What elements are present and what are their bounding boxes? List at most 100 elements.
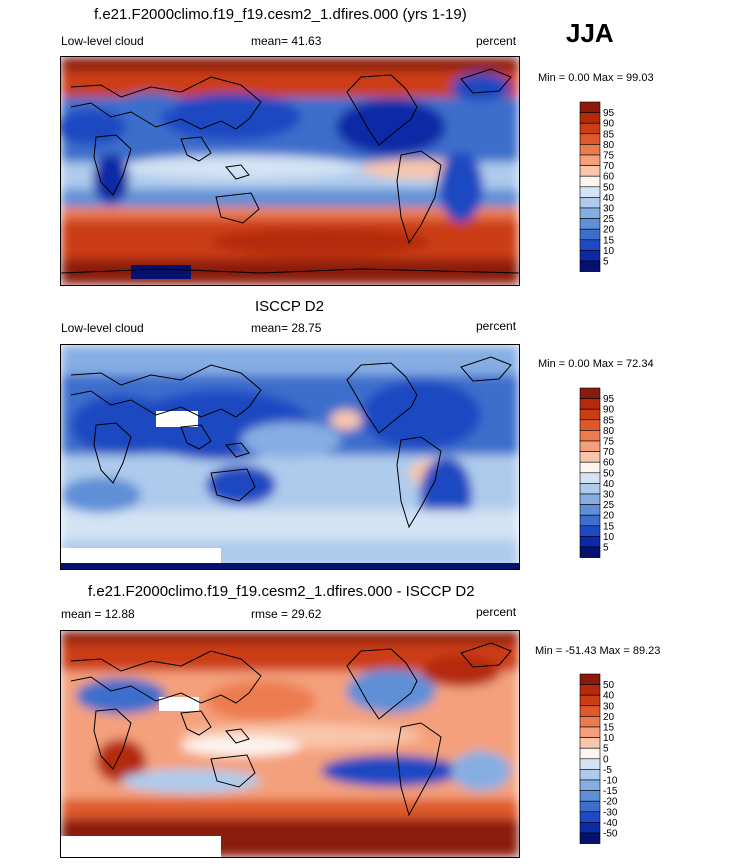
- colorbar-swatch: [579, 514, 601, 527]
- colorbar-swatch: [579, 705, 601, 717]
- panel2-mean-label: mean= 28.75: [251, 321, 322, 335]
- colorbar-tick-label: 40: [603, 193, 615, 204]
- panel2-missing-patch-asia: [156, 411, 198, 427]
- panel3-rmse-label: rmse = 29.62: [251, 607, 322, 621]
- panel3-missing-patch-antarctica: [61, 836, 221, 857]
- panel1-map: [60, 56, 520, 286]
- colorbar-swatch: [579, 684, 601, 696]
- panel1-variable-label: Low-level cloud: [61, 34, 144, 48]
- panel2-map: [60, 344, 520, 570]
- colorbar-swatch: [579, 387, 601, 399]
- colorbar-swatch: [579, 101, 601, 113]
- colorbar-swatch: [579, 260, 601, 272]
- colorbar-swatch: [579, 483, 601, 495]
- panel3-cloud-field: [61, 631, 519, 857]
- panel3-minmax-label: Min = -51.43 Max = 89.23: [535, 645, 661, 657]
- colorbar-tick-label: 40: [603, 691, 615, 702]
- panel1-cloud-field: [61, 57, 519, 285]
- colorbar-swatch: [579, 493, 601, 505]
- colorbar-swatch: [579, 186, 601, 198]
- colorbar-swatch: [579, 451, 601, 463]
- colorbar-swatch: [579, 112, 601, 124]
- colorbar-tick-label: 95: [603, 394, 615, 405]
- colorbar-tick-label: 80: [603, 140, 615, 151]
- colorbar-tick-label: 70: [603, 447, 615, 458]
- colorbar-tick-label: 75: [603, 437, 615, 448]
- colorbar-tick-label: -5: [603, 765, 612, 776]
- colorbar-swatch: [579, 419, 601, 431]
- panel2-units-label: percent: [476, 319, 517, 333]
- colorbar-tick-label: 50: [603, 182, 615, 193]
- colorbar-swatch: [579, 546, 601, 558]
- colorbar-tick-label: 90: [603, 405, 615, 416]
- colorbar-swatch: [579, 737, 601, 749]
- colorbar-swatch: [579, 430, 601, 442]
- colorbar-tick-label: 10: [603, 246, 615, 257]
- panel1-mean-label: mean= 41.63: [251, 34, 322, 48]
- colorbar-swatch: [579, 800, 601, 813]
- colorbar-swatch: [579, 154, 601, 166]
- colorbar-swatch: [579, 207, 601, 219]
- panel1-minmax-label: Min = 0.00 Max = 99.03: [538, 72, 654, 84]
- colorbar-tick-label: 20: [603, 225, 615, 236]
- panel1-units-label: percent: [476, 34, 517, 48]
- colorbar-swatch: [579, 197, 601, 209]
- panel2-colorbar: 95 90 85 80 75 70 60 50 40 30 25 20 15 10 5: [579, 387, 640, 568]
- colorbar-tick-label: 85: [603, 129, 615, 140]
- colorbar-swatch: [579, 747, 601, 760]
- colorbar-tick-label: -15: [603, 786, 618, 797]
- colorbar-swatch: [579, 408, 601, 421]
- colorbar-tick-label: 30: [603, 701, 615, 712]
- panel3-units-label: percent: [476, 605, 517, 619]
- colorbar-tick-label: 80: [603, 426, 615, 437]
- colorbar-tick-label: 15: [603, 235, 615, 246]
- colorbar-tick-label: 10: [603, 532, 615, 543]
- colorbar-swatch: [579, 218, 601, 230]
- colorbar-swatch: [579, 472, 601, 484]
- colorbar-tick-label: 15: [603, 723, 615, 734]
- panel1-title: f.e21.F2000climo.f19_f19.cesm2_1.dfires.…: [94, 6, 467, 23]
- colorbar-swatch: [579, 461, 601, 474]
- colorbar-swatch: [579, 228, 601, 241]
- panel3-colorbar: 50 40 30 20 15 10 5 0 -5 -10 -15 -20 -30 -40 -50: [579, 673, 640, 854]
- colorbar-swatch: [579, 525, 601, 537]
- colorbar-swatch: [579, 504, 601, 516]
- colorbar-tick-label: 25: [603, 214, 615, 225]
- colorbar-tick-label: 10: [603, 733, 615, 744]
- colorbar-tick-label: 25: [603, 500, 615, 511]
- colorbar-tick-label: 5: [603, 543, 609, 554]
- colorbar-tick-label: 60: [603, 172, 615, 183]
- panel1-antarctic-patch: [131, 265, 191, 279]
- colorbar-swatch: [579, 779, 601, 791]
- colorbar-tick-label: 40: [603, 479, 615, 490]
- colorbar-swatch: [579, 811, 601, 823]
- colorbar-tick-label: 50: [603, 468, 615, 479]
- colorbar-tick-label: 95: [603, 108, 615, 119]
- colorbar-swatch: [579, 694, 601, 707]
- panel3-title: f.e21.F2000climo.f19_f19.cesm2_1.dfires.…: [88, 583, 475, 600]
- colorbar-swatch: [579, 716, 601, 728]
- panel3-mean-label: mean = 12.88: [61, 607, 135, 621]
- colorbar-swatch: [579, 239, 601, 251]
- colorbar-tick-label: 30: [603, 490, 615, 501]
- colorbar-swatch: [579, 769, 601, 781]
- colorbar-tick-label: 5: [603, 257, 609, 268]
- colorbar-tick-label: 50: [603, 680, 615, 691]
- panel2-edge-band: [61, 563, 519, 569]
- panel1-coastlines: [61, 68, 519, 274]
- colorbar-tick-label: 60: [603, 458, 615, 469]
- panel2-coastlines: [70, 356, 512, 529]
- colorbar-tick-label: 0: [603, 754, 609, 765]
- colorbar-swatch: [579, 758, 601, 770]
- colorbar-swatch: [579, 250, 601, 262]
- colorbar-tick-label: 15: [603, 521, 615, 532]
- colorbar-swatch: [579, 398, 601, 410]
- panel2-minmax-label: Min = 0.00 Max = 72.34: [538, 358, 654, 370]
- season-label: JJA: [566, 18, 614, 48]
- colorbar-swatch: [579, 122, 601, 135]
- colorbar-tick-label: -50: [603, 829, 618, 840]
- colorbar-tick-label: -10: [603, 776, 618, 787]
- colorbar-swatch: [579, 165, 601, 177]
- colorbar-tick-label: 90: [603, 119, 615, 130]
- colorbar-tick-label: -40: [603, 818, 618, 829]
